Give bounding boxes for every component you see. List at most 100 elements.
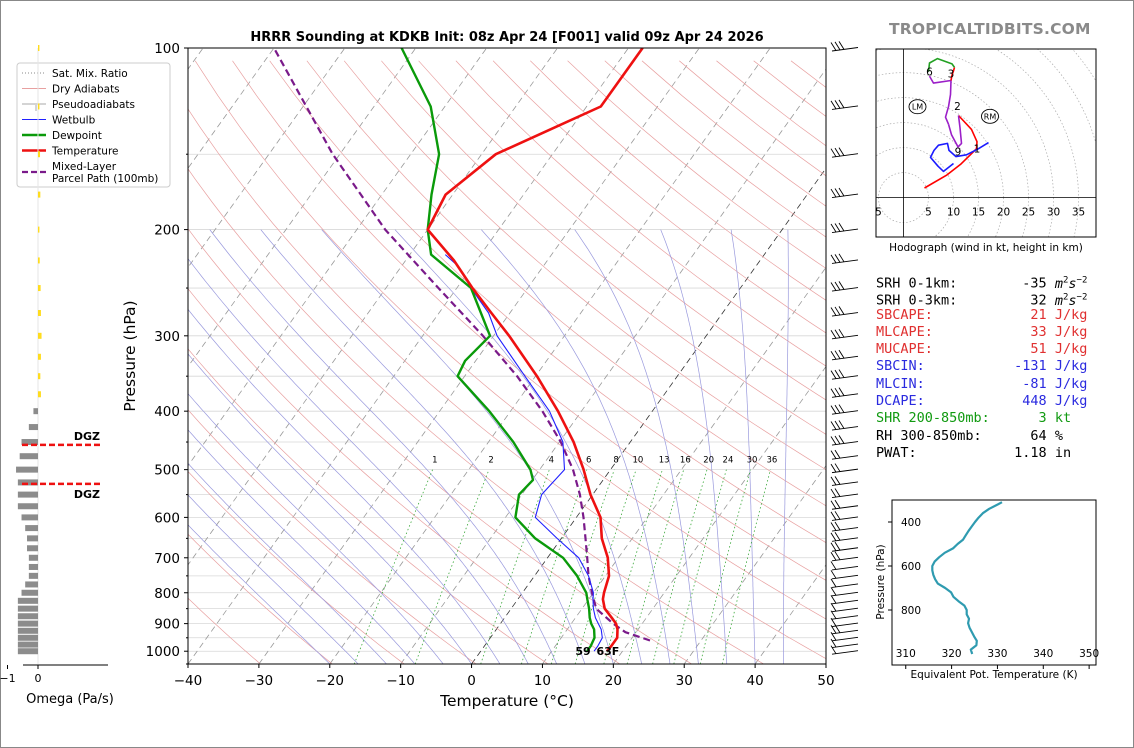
omega-x-tick-label: −1 — [0, 672, 16, 685]
wind-barb-staff — [831, 441, 859, 446]
x-tick-label: 20 — [605, 673, 622, 689]
pseudoadiabat — [188, 308, 501, 664]
parameter-label: DCAPE: — [876, 393, 1007, 410]
mixing-ratio-label: 20 — [703, 455, 714, 465]
omega-bar — [38, 373, 41, 380]
hodo-tick-label: 15 — [972, 207, 985, 219]
isotherm-line — [188, 48, 629, 664]
pseudoadiabat — [574, 229, 699, 664]
mixing-ratio-label: 1 — [432, 455, 437, 465]
hodo-trace — [927, 57, 956, 72]
wind-barb-staff — [831, 312, 859, 317]
dgz-label-bottom: DGZ — [74, 488, 100, 501]
pseudoadiabat — [481, 229, 671, 664]
parameter-unit: J/kg — [1054, 358, 1088, 375]
wind-barb-feather — [834, 521, 841, 531]
parameter-label: MUCAPE: — [876, 341, 1007, 358]
wind-barb-feather — [838, 147, 845, 156]
legend-label: Parcel Path (100mb) — [52, 173, 158, 185]
wind-barb-staff — [831, 287, 859, 292]
thetae-y-tick-label: 400 — [901, 517, 921, 529]
parameter-label: MLCAPE: — [876, 323, 1007, 340]
isotherm-line — [188, 48, 417, 368]
parameter-row: DCAPE: 448 J/kg — [876, 393, 1087, 410]
wind-barb-staff — [831, 527, 859, 532]
parameter-label: SBCAPE: — [876, 306, 1007, 323]
wind-barb-feather — [834, 511, 841, 520]
temperature-line — [426, 48, 644, 653]
brand-watermark: TROPICALTIDBITS.COM — [889, 20, 1091, 38]
dry-adiabat — [232, 60, 826, 581]
omega-bar — [19, 453, 38, 460]
thetae-x-tick-label: 310 — [896, 648, 916, 660]
wind-barb-feather — [838, 41, 845, 50]
parameter-row: PWAT: 1.18 in — [876, 445, 1087, 462]
omega-bar — [28, 563, 38, 570]
wind-barb-feather — [834, 306, 841, 316]
wind-barb-feather — [830, 532, 837, 542]
legend-label: Sat. Mix. Ratio — [52, 68, 128, 80]
wind-barb-feather — [830, 148, 837, 157]
wind-barb-feather — [834, 41, 841, 51]
mixing-ratio-label: 13 — [659, 455, 670, 465]
x-tick-label: −30 — [245, 673, 274, 689]
wind-barb-feather — [830, 450, 837, 459]
skewt-profiles — [273, 48, 651, 653]
wind-barb-staff — [831, 375, 859, 380]
omega-bar — [17, 620, 38, 627]
parameter-row: SRH 0-1km: -35 m2s−2 — [876, 272, 1088, 292]
parameter-unit: m2s−2 — [1054, 275, 1088, 292]
wind-barb-feather — [838, 306, 845, 315]
hodo-trace — [929, 141, 989, 173]
wind-barb-feather — [834, 281, 841, 291]
x-tick-label: −10 — [386, 673, 415, 689]
thetae-line — [931, 501, 1003, 655]
y-axis-title: Pressure (hPa) — [121, 300, 139, 411]
wind-barb-feather — [838, 349, 845, 359]
omega-bar — [27, 545, 38, 552]
wind-barb-staff — [831, 505, 859, 510]
parameter-label: SHR 200-850mb: — [876, 410, 1007, 427]
pseudoadiabat — [188, 429, 416, 664]
omega-bar — [17, 613, 38, 620]
wind-barb-feather — [830, 511, 837, 521]
hodo-tick-label: 25 — [1022, 207, 1035, 219]
wind-barb-feather — [830, 645, 837, 654]
wind-barb-feather — [830, 522, 837, 531]
omega-bar — [16, 466, 38, 473]
legend-label: Wetbulb — [52, 115, 96, 127]
omega-bar — [38, 257, 40, 264]
parameter-unit: in — [1054, 444, 1072, 461]
wind-barb-staff — [831, 455, 859, 460]
skewt-axes-frame — [187, 47, 827, 665]
omega-bar — [38, 332, 42, 339]
wind-barb-feather — [830, 632, 837, 641]
legend-label: Dewpoint — [52, 130, 102, 142]
wind-barb-staff — [831, 516, 859, 521]
dry-adiabat — [455, 60, 826, 367]
x-tick-label: 10 — [534, 673, 551, 689]
dry-adiabat — [188, 471, 405, 664]
parameter-value: -81 — [1006, 375, 1055, 392]
parameter-label: RH 300-850mb: — [876, 427, 1007, 444]
mixing-ratio-line — [652, 469, 708, 664]
storm-motion-marker — [908, 99, 927, 115]
parameter-unit: J/kg — [1054, 306, 1088, 323]
pseudoadiabat — [188, 353, 472, 664]
wind-barb-feather — [834, 532, 841, 541]
x-tick-label: 50 — [817, 673, 834, 689]
hodo-tick-label: 35 — [1072, 207, 1085, 219]
mixing-ratio-label: 4 — [549, 455, 554, 465]
dry-adiabat — [343, 60, 826, 471]
wind-barb-feather — [838, 369, 845, 378]
hodo-trace — [928, 75, 952, 125]
parameter-table: SRH 0-1km: -35 m2s−2 SRH 0-3km: 32 m2s−2 S… — [876, 272, 1087, 462]
dry-adiabat — [188, 348, 549, 664]
hodo-height-label: 9 — [955, 146, 962, 158]
wind-barb-feather — [830, 388, 837, 397]
wind-barb-feather — [830, 552, 837, 561]
x-axis-title: Temperature (°C) — [439, 692, 574, 710]
parameter-row: SHR 200-850mb: 3 kt — [876, 410, 1087, 427]
wind-barb-feather — [834, 499, 841, 509]
dry-adiabat — [194, 60, 826, 620]
